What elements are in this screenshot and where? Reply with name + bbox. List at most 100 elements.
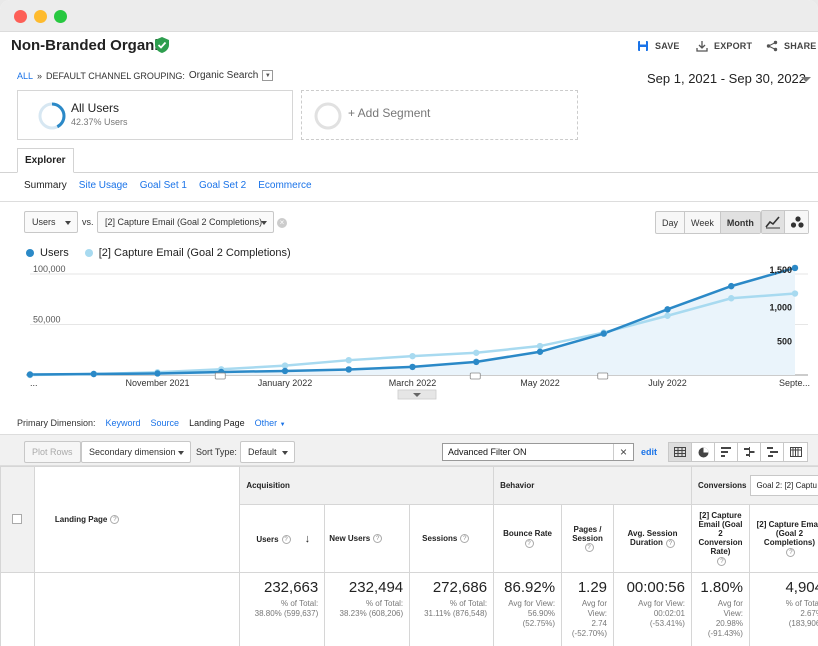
landing-page-header[interactable]: Landing Page? — [33, 466, 241, 573]
minimize-window-button[interactable] — [34, 10, 47, 23]
col-label: Sessions — [422, 533, 458, 543]
goal-data-point — [791, 290, 799, 297]
col-sessions[interactable]: Sessions? — [409, 504, 495, 573]
add-segment-button[interactable]: + Add Segment — [301, 90, 578, 140]
total-note: 20.98% — [715, 619, 743, 628]
goal-conversion-select[interactable]: Goal 2: [2] Captu — [750, 475, 818, 496]
plot-rows-button[interactable]: Plot Rows — [24, 441, 81, 463]
sort-descending-arrow-icon[interactable]: ↓ — [304, 532, 311, 545]
goal-data-point — [536, 342, 544, 350]
subtab-summary[interactable]: Summary — [24, 180, 67, 191]
legend-item-goal[interactable]: [2] Capture Email (Goal 2 Completions) — [84, 247, 291, 259]
close-window-button[interactable] — [14, 10, 27, 23]
total-note: 31.11% (876,548) — [424, 609, 488, 618]
maximize-window-button[interactable] — [54, 10, 67, 23]
share-button[interactable]: SHARE — [766, 40, 817, 52]
clear-filter-icon[interactable]: × — [613, 444, 633, 460]
dimension-keyword-link[interactable]: Keyword — [105, 418, 141, 428]
segment-all-users[interactable]: All Users 42.37% Users — [17, 90, 293, 140]
help-icon[interactable]: ? — [524, 538, 534, 548]
motion-chart-button[interactable] — [785, 211, 808, 233]
granularity-toggle: Day Week Month — [655, 211, 761, 234]
save-button[interactable]: SAVE — [637, 40, 680, 52]
totals-spacer — [33, 572, 241, 646]
add-segment-label: + Add Segment — [348, 106, 431, 120]
total-note: 2.67% — [800, 609, 818, 618]
performance-view-button[interactable] — [715, 443, 738, 461]
breadcrumb-all-link[interactable]: ALL — [17, 70, 34, 81]
legend-label: [2] Capture Email (Goal 2 Completions) — [98, 247, 291, 259]
export-icon — [696, 41, 708, 52]
total-value: 00:00:56 — [626, 579, 685, 596]
total-value: 272,686 — [432, 579, 488, 596]
secondary-dimension-select[interactable]: Secondary dimension — [81, 441, 191, 463]
term-cloud-view-button[interactable] — [761, 443, 784, 461]
users-line-chart[interactable]: 100,000 50,000 1,500 1,000 500... November 20… — [0, 262, 818, 402]
annotation-marker-icon — [214, 372, 226, 380]
totals-spacer — [0, 572, 35, 646]
share-icon — [766, 40, 778, 52]
col-users[interactable]: Users? ↓ — [239, 504, 326, 573]
pie-view-button[interactable] — [692, 443, 715, 461]
users-data-point — [600, 330, 607, 337]
sort-type-select[interactable]: Default — [240, 441, 295, 463]
legend-item-users[interactable]: Users — [26, 247, 69, 259]
line-chart-icon — [765, 216, 780, 229]
x-axis-tick-label: Septe... — [779, 378, 810, 388]
report-tab-bar: Explorer — [0, 148, 818, 173]
acquisition-group-header: Acquisition — [239, 466, 495, 505]
verified-shield-icon — [155, 37, 169, 53]
x-axis-tick-label: January 2022 — [258, 378, 313, 388]
breadcrumb: ALL » DEFAULT CHANNEL GROUPING: Organic … — [17, 70, 274, 81]
help-icon[interactable]: ? — [373, 534, 383, 544]
data-table-view-button[interactable] — [669, 443, 692, 461]
col-goal-conversion-rate[interactable]: [2] Capture Email (Goal 2 Conversion Rat… — [690, 504, 750, 573]
date-range-caret-icon[interactable] — [801, 77, 811, 82]
help-icon[interactable]: ? — [110, 515, 120, 525]
granularity-day-button[interactable]: Day — [656, 212, 686, 233]
line-chart-button[interactable] — [762, 211, 785, 233]
col-label: Users — [256, 534, 279, 544]
help-icon[interactable]: ? — [786, 547, 796, 557]
export-button[interactable]: EXPORT — [696, 40, 752, 52]
col-bounce-rate[interactable]: Bounce Rate? — [493, 504, 563, 573]
total-avg-session-duration: 00:00:56 Avg for View: 00:02:01 (-53.41%) — [613, 572, 692, 646]
col-pages-per-session[interactable]: Pages / Session? — [561, 504, 615, 573]
col-label: [2] Capture Email (Goal 2 Conversion Rat… — [698, 511, 743, 557]
report-header: Non-Branded Organic SAVE EXPORT SHARE — [0, 32, 818, 60]
total-value: 1.80% — [700, 579, 743, 596]
subtab-goal-set-1[interactable]: Goal Set 1 — [139, 180, 187, 191]
explorer-subtabs: Summary Site Usage Goal Set 1 Goal Set 2… — [24, 180, 312, 191]
col-avg-session-duration[interactable]: Avg. Session Duration? — [613, 504, 692, 573]
total-value: 232,494 — [348, 579, 404, 596]
remove-secondary-metric-icon[interactable]: × — [277, 218, 287, 228]
primary-dimension-bar: Primary Dimension: Keyword Source Landin… — [17, 418, 286, 428]
subtab-site-usage[interactable]: Site Usage — [78, 180, 128, 191]
pivot-view-button[interactable] — [784, 443, 807, 461]
dimension-other-dropdown[interactable]: Other ▼ — [255, 418, 286, 428]
dimension-source-link[interactable]: Source — [150, 418, 180, 428]
primary-metric-select[interactable]: Users — [24, 211, 78, 233]
granularity-week-button[interactable]: Week — [685, 212, 721, 233]
edit-filter-link[interactable]: edit — [641, 447, 658, 457]
select-all-checkbox[interactable] — [12, 513, 23, 524]
secondary-metric-select[interactable]: [2] Capture Email (Goal 2 Completions) — [97, 211, 274, 233]
tab-explorer[interactable]: Explorer — [17, 148, 74, 173]
help-icon[interactable]: ? — [717, 556, 727, 566]
granularity-month-button[interactable]: Month — [720, 212, 760, 233]
subtab-goal-set-2[interactable]: Goal Set 2 — [198, 180, 247, 191]
breadcrumb-dropdown-button[interactable]: ▼ — [262, 70, 274, 81]
help-icon[interactable]: ? — [665, 538, 675, 548]
help-icon[interactable]: ? — [584, 543, 594, 553]
date-range-picker[interactable]: Sep 1, 2021 - Sep 30, 2022 — [647, 71, 807, 86]
goal-data-point — [664, 312, 671, 319]
table-filter-input[interactable]: Advanced Filter ON × — [442, 443, 634, 461]
col-new-users[interactable]: New Users? — [324, 504, 411, 573]
help-icon[interactable]: ? — [281, 534, 291, 544]
subtab-ecommerce[interactable]: Ecommerce — [258, 180, 312, 191]
total-note: (183,906) — [788, 619, 818, 628]
col-goal-completions[interactable]: [2] Capture Email (Goal 2 Completions)? — [748, 504, 818, 573]
help-icon[interactable]: ? — [460, 534, 470, 544]
comparison-view-button[interactable] — [738, 443, 761, 461]
x-axis-tick-label: May 2022 — [520, 378, 560, 388]
